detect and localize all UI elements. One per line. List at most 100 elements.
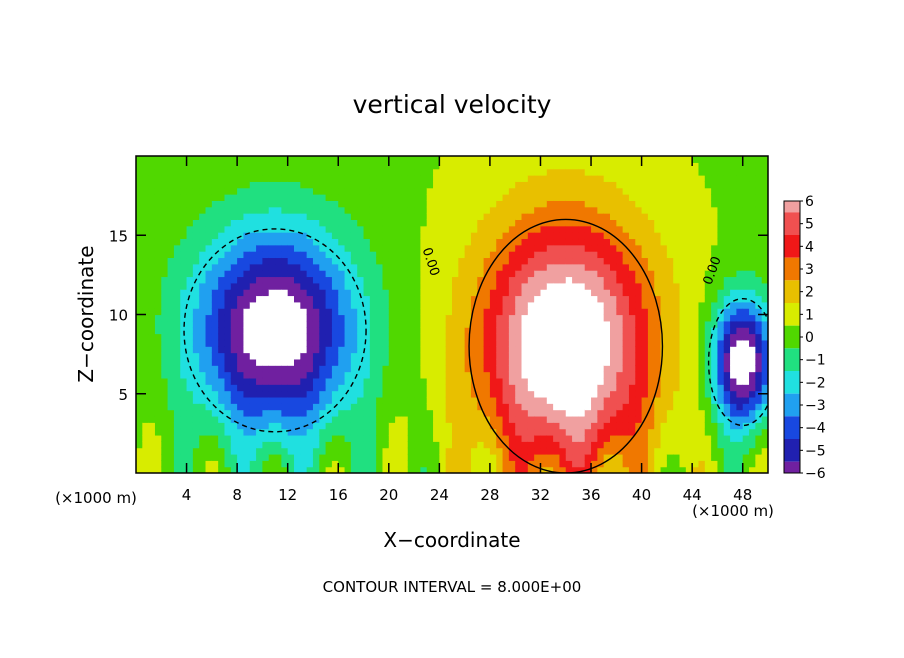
field-cell [256, 460, 263, 468]
field-cell [357, 415, 365, 423]
field-cell [452, 428, 459, 436]
field-cell [641, 403, 649, 411]
field-cell [654, 352, 662, 360]
field-cell [338, 377, 346, 385]
field-cell [559, 194, 567, 201]
field-cell [294, 409, 301, 417]
field-cell [692, 434, 700, 442]
field-cell [388, 301, 396, 309]
field-cell [167, 168, 175, 176]
field-cell [622, 162, 630, 170]
field-cell [230, 441, 238, 449]
field-cell [749, 194, 756, 201]
field-cell [736, 428, 744, 436]
field-cell [622, 206, 630, 214]
field-cell [294, 270, 301, 278]
field-cell [287, 194, 295, 201]
field-cell [142, 466, 150, 473]
field-cell [527, 428, 535, 436]
field-cell [730, 251, 737, 259]
field-cell [673, 371, 681, 379]
field-cell [439, 352, 447, 360]
field-cell [350, 219, 358, 227]
field-cell [357, 263, 365, 271]
field-cell [173, 384, 181, 392]
field-cell [275, 263, 282, 271]
field-cell [622, 403, 630, 411]
field-cell [275, 466, 282, 473]
field-cell [363, 422, 371, 430]
field-cell [515, 194, 523, 201]
field-cell [496, 206, 504, 214]
field-cell [325, 194, 333, 201]
field-cell [698, 194, 706, 201]
field-cell [199, 466, 207, 473]
field-cell [211, 358, 219, 366]
field-cell [426, 365, 434, 373]
field-cell [483, 428, 491, 436]
field-cell [584, 415, 592, 423]
field-cell [673, 320, 681, 328]
field-cell [761, 219, 768, 227]
field-cell [628, 371, 636, 379]
field-cell [597, 175, 605, 182]
field-cell [641, 453, 649, 461]
field-cell [515, 365, 523, 373]
field-cell [173, 365, 181, 373]
field-cell [711, 371, 719, 379]
field-cell [717, 238, 725, 246]
field-cell [540, 396, 548, 404]
field-cell [357, 206, 365, 214]
field-cell [527, 358, 535, 366]
field-cell [426, 358, 434, 366]
field-cell [401, 187, 409, 195]
field-cell [331, 194, 339, 201]
field-cell [572, 327, 579, 335]
field-cell [521, 409, 529, 417]
field-cell [306, 289, 314, 297]
field-cell [395, 289, 403, 297]
field-cell [628, 320, 636, 328]
field-cell [414, 219, 421, 227]
field-cell [205, 276, 213, 284]
field-cell [711, 377, 719, 385]
field-cell [578, 263, 586, 271]
field-cell [647, 434, 655, 442]
field-cell [306, 244, 314, 252]
field-cell [736, 339, 744, 347]
field-cell [407, 206, 415, 214]
field-cell [268, 194, 276, 201]
field-cell [148, 244, 156, 252]
field-cell [173, 403, 181, 411]
field-cell [565, 327, 573, 335]
field-cell [515, 422, 523, 430]
field-cell [647, 175, 655, 182]
field-cell [142, 422, 150, 430]
field-cell [698, 422, 706, 430]
field-cell [173, 333, 181, 341]
field-cell [660, 219, 668, 227]
field-cell [142, 358, 150, 366]
field-cell [711, 434, 719, 442]
field-cell [717, 415, 725, 423]
field-cell [692, 327, 700, 335]
field-cell [591, 175, 598, 182]
field-cell [331, 447, 339, 455]
field-cell [173, 194, 181, 201]
field-cell [603, 162, 611, 170]
field-cell [445, 466, 453, 473]
field-cell [433, 301, 440, 309]
field-cell [711, 441, 719, 449]
field-cell [388, 453, 396, 461]
field-cell [698, 384, 706, 392]
field-cell [363, 403, 371, 411]
field-cell [622, 200, 630, 208]
field-cell [654, 308, 662, 316]
field-cell [730, 434, 737, 442]
field-cell [426, 339, 434, 347]
field-cell [730, 168, 737, 176]
field-cell [736, 441, 744, 449]
field-cell [294, 447, 301, 455]
field-cell [142, 384, 150, 392]
field-cell [540, 168, 548, 176]
